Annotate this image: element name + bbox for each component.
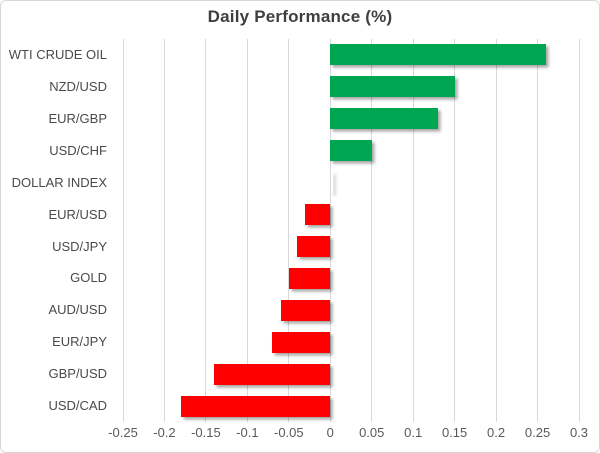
gridline [578,39,580,422]
bar-eur-gbp [330,108,439,130]
bar-usd-chf [330,140,372,162]
category-label: DOLLAR INDEX [11,174,107,190]
x-tick-label: 0.2 [487,425,506,440]
x-tick-label: 0.25 [524,425,551,440]
gridline [537,39,539,422]
x-tick-label: 0.05 [359,425,385,440]
value-axis-labels: -0.25 -0.2 -0.15 -0.1 -0.05 0 0.05 0.1 0.15 0.2 0.… [108,425,588,447]
bar-eur-jpy [272,331,331,353]
x-tick-label: -0.05 [273,425,304,440]
plot-area [122,39,580,422]
category-axis-labels: WTI CRUDE OIL NZD/USD EUR/GBP USD/CHF DOLLAR… [1,39,107,422]
gridline [329,39,331,422]
gridline [454,39,456,422]
bar-usd-jpy [297,235,331,257]
x-tick-label: 0.3 [569,425,589,440]
x-tick-label: -0.1 [236,425,259,440]
category-label: USD/CHF [49,142,107,158]
x-tick-label: -0.2 [153,425,176,440]
category-label: AUD/USD [48,302,107,318]
x-tick-label: -0.15 [191,425,221,440]
bar-gold [288,267,331,289]
category-label: EUR/GBP [48,110,107,126]
bar-gbp-usd [214,363,331,385]
x-tick-label: -0.25 [108,425,138,440]
chart-title: Daily Performance (%) [207,7,393,26]
bar-wti-crude-oil [330,44,546,66]
category-label: GOLD [70,270,107,286]
category-label: GBP/USD [48,366,107,382]
category-label: NZD/USD [49,78,107,94]
zero-value-bar [331,172,333,193]
gridline [205,39,207,422]
gridline [371,39,373,422]
gridline [288,39,290,422]
category-label: USD/JPY [52,238,107,254]
category-label: WTI CRUDE OIL [8,47,107,62]
gridline [163,39,165,422]
gridline [246,39,248,422]
bar-aud-usd [280,299,331,321]
category-label: USD/CAD [48,398,107,414]
gridline [412,39,414,422]
x-tick-label: 0 [326,425,334,440]
category-label: EUR/USD [48,206,107,222]
bar-nzd-usd [330,76,455,98]
x-tick-label: 0.1 [404,425,423,440]
category-label: EUR/JPY [52,334,107,350]
gridline [495,39,497,422]
bar-eur-usd [305,204,331,226]
bar-usd-cad [181,395,331,417]
x-tick-label: 0.15 [441,425,468,440]
gridline [122,39,124,422]
